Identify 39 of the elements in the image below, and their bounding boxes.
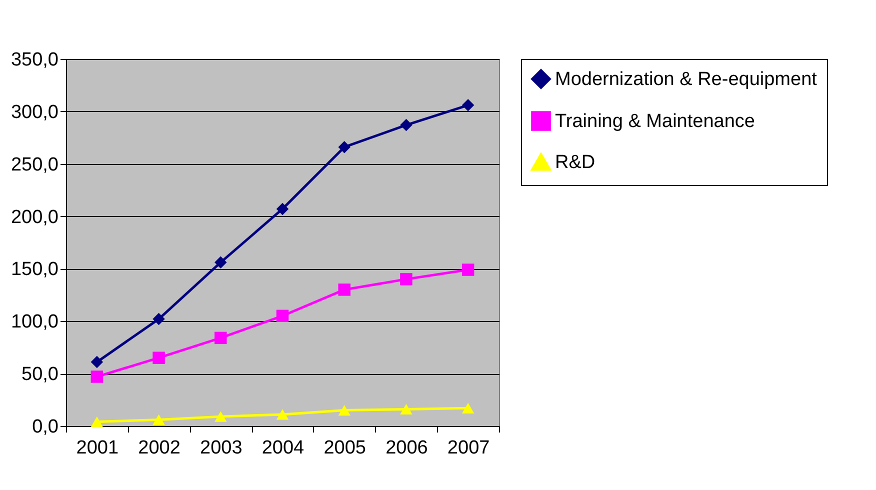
legend-label: R&D (555, 152, 596, 173)
point (90, 370, 104, 383)
point (214, 411, 227, 422)
point (400, 118, 412, 132)
point (90, 416, 104, 428)
y-tick-label: 300,0 (10, 102, 58, 123)
y-tick-label: 50,0 (22, 364, 58, 386)
x-tick-label: 2006 (386, 438, 428, 458)
y-tick-label: 0,0 (32, 416, 58, 438)
point (462, 402, 474, 414)
legend-label: Modernization & Re-equipment (555, 69, 818, 90)
point (152, 352, 165, 364)
point (276, 202, 289, 216)
y-tick-label: 250,0 (10, 154, 58, 176)
x-tick-label: 2005 (324, 438, 366, 458)
point (214, 256, 227, 269)
y-tick-label: 200,0 (10, 206, 58, 228)
point (90, 356, 104, 368)
legend-label: Training & Maintenance (555, 111, 755, 132)
point (276, 409, 289, 420)
point (338, 284, 350, 296)
point (462, 264, 474, 276)
x-tick-label: 2002 (138, 438, 180, 458)
y-tick-label: 150,0 (10, 259, 58, 280)
point (338, 140, 350, 154)
point (462, 99, 474, 112)
point (400, 273, 412, 286)
x-tick-label: 2007 (447, 438, 490, 458)
point (400, 404, 412, 415)
y-tick-label: 350,0 (10, 50, 58, 70)
point (152, 414, 165, 426)
point (338, 404, 350, 416)
point (214, 332, 227, 344)
x-tick-label: 2004 (262, 438, 305, 458)
point (276, 310, 289, 322)
x-tick-label: 2001 (76, 438, 119, 458)
y-tick-label: 100,0 (10, 312, 58, 333)
x-tick-label: 2003 (200, 438, 242, 458)
point (152, 312, 165, 326)
